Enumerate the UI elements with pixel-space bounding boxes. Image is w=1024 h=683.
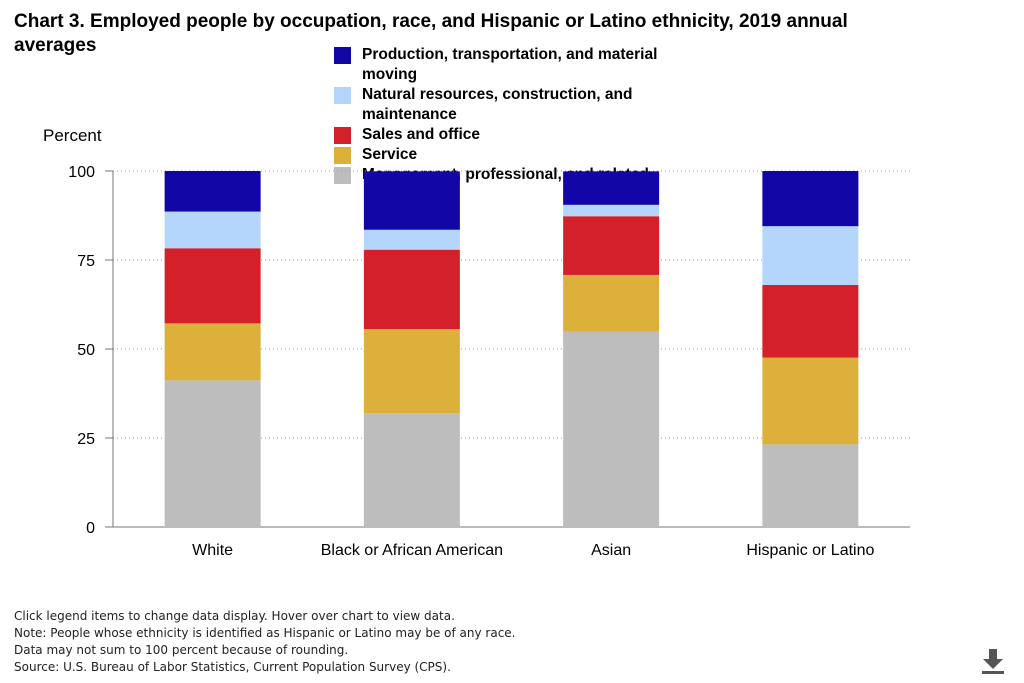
legend-label: Production, transportation, and material…: [362, 46, 658, 83]
bar-segment[interactable]: [363, 413, 460, 527]
bar-segment[interactable]: [164, 323, 261, 381]
y-tick-label: 50: [77, 342, 95, 359]
y-tick-label: 25: [77, 431, 95, 448]
legend-label: Natural resources, construction, and mai…: [362, 86, 633, 123]
download-button[interactable]: [978, 646, 1008, 676]
x-tick-label: Asian: [591, 542, 631, 559]
legend-item-natural-resources[interactable]: Natural resources, construction, and mai…: [334, 85, 694, 125]
bar-segment[interactable]: [164, 211, 261, 249]
legend-swatch: [334, 167, 351, 184]
download-icon: [982, 649, 1004, 674]
chart-notes: Click legend items to change data displa…: [14, 608, 516, 676]
legend-label: Sales and office: [362, 126, 481, 143]
chart-plot[interactable]: 0 25 50 75 100 White Black or African American…: [0, 0, 1024, 600]
legend-swatch: [334, 47, 351, 64]
legend-swatch: [334, 147, 351, 164]
bar-segment[interactable]: [563, 331, 660, 527]
bar-segment[interactable]: [363, 329, 460, 414]
legend-item-sales-office[interactable]: Sales and office: [334, 125, 694, 145]
x-tick-label: Hispanic or Latino: [746, 542, 874, 559]
bar-segment[interactable]: [762, 357, 859, 445]
bar-segment[interactable]: [363, 249, 460, 330]
x-tick-label: Black or African American: [321, 542, 503, 559]
y-tick-label: 100: [68, 164, 95, 181]
y-tick-label: 0: [86, 520, 95, 537]
chart-title: Chart 3. Employed people by occupation, …: [14, 11, 848, 56]
bar-segment[interactable]: [563, 274, 660, 332]
bar-segment[interactable]: [762, 444, 859, 527]
bar-segment[interactable]: [762, 171, 859, 227]
bar-segment[interactable]: [164, 380, 261, 527]
bar-segment[interactable]: [762, 284, 859, 358]
y-axis-label: Percent: [43, 126, 102, 145]
bar-segment[interactable]: [762, 226, 859, 285]
bar-segment[interactable]: [563, 216, 660, 275]
legend-label: Service: [362, 146, 418, 163]
notes-line-ethnicity: Note: People whose ethnicity is identifi…: [14, 626, 516, 640]
bar-segment[interactable]: [563, 171, 660, 205]
bar-segment[interactable]: [363, 229, 460, 250]
legend-item-production[interactable]: Production, transportation, and material…: [334, 45, 694, 85]
notes-line-instructions: Click legend items to change data displa…: [14, 609, 455, 623]
notes-line-rounding: Data may not sum to 100 percent because …: [14, 643, 349, 657]
bar-segment[interactable]: [363, 171, 460, 230]
legend-swatch: [334, 87, 351, 104]
bar-segment[interactable]: [164, 248, 261, 324]
legend-item-service[interactable]: Service: [334, 145, 694, 165]
bar-segment[interactable]: [563, 204, 660, 217]
bar-segment[interactable]: [164, 171, 261, 212]
y-tick-label: 75: [77, 253, 95, 270]
legend-swatch: [334, 127, 351, 144]
notes-line-source: Source: U.S. Bureau of Labor Statistics,…: [14, 660, 451, 674]
x-tick-label: White: [192, 542, 233, 559]
